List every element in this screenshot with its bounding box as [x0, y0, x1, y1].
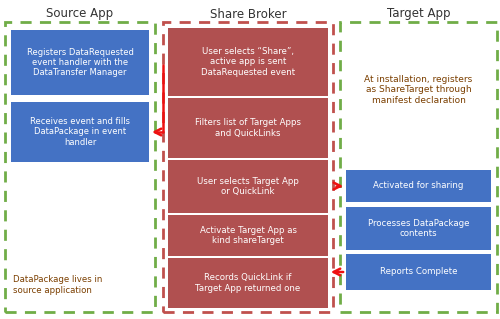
Bar — [163, 22, 333, 312]
Bar — [5, 22, 155, 312]
Bar — [168, 258, 328, 308]
Text: User selects Target App
or QuickLink: User selects Target App or QuickLink — [197, 177, 299, 196]
Text: User selects “Share”,
active app is sent
DataRequested event: User selects “Share”, active app is sent… — [201, 47, 295, 77]
Bar — [168, 160, 328, 213]
Text: Activated for sharing: Activated for sharing — [374, 182, 464, 190]
Text: Processes DataPackage
contents: Processes DataPackage contents — [368, 219, 469, 238]
Text: Activate Target App as
kind shareTarget: Activate Target App as kind shareTarget — [200, 226, 296, 245]
Bar — [340, 22, 497, 312]
Text: Filters list of Target Apps
and QuickLinks: Filters list of Target Apps and QuickLin… — [195, 118, 301, 138]
Bar — [11, 30, 149, 95]
Bar — [346, 207, 491, 250]
Bar — [11, 102, 149, 162]
Bar — [168, 98, 328, 158]
Text: At installation, registers
as ShareTarget through
manifest declaration: At installation, registers as ShareTarge… — [364, 75, 472, 105]
Bar — [346, 254, 491, 290]
Bar — [346, 170, 491, 202]
Text: Registers DataRequested
event handler with the
DataTransfer Manager: Registers DataRequested event handler wi… — [26, 48, 134, 78]
Text: Source App: Source App — [46, 8, 114, 20]
Text: DataPackage lives in
source application: DataPackage lives in source application — [13, 275, 102, 295]
Text: Target App: Target App — [387, 8, 450, 20]
Text: Records QuickLink if
Target App returned one: Records QuickLink if Target App returned… — [196, 273, 300, 293]
Bar — [168, 28, 328, 96]
Text: Share Broker: Share Broker — [210, 8, 286, 20]
Bar — [168, 215, 328, 256]
Text: Reports Complete: Reports Complete — [380, 268, 457, 277]
Text: Receives event and fills
DataPackage in event
handler: Receives event and fills DataPackage in … — [30, 117, 130, 147]
